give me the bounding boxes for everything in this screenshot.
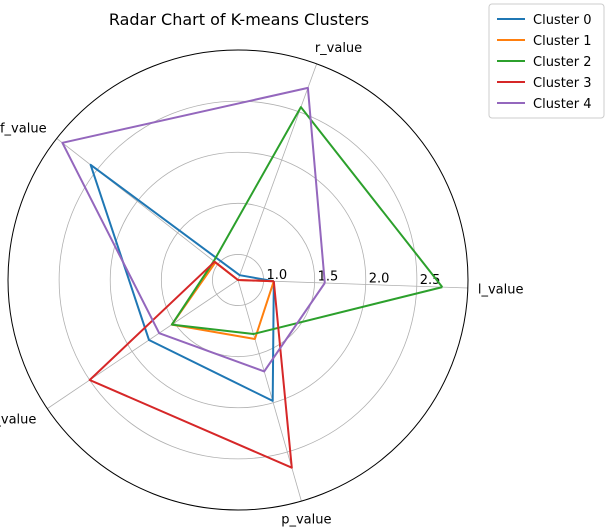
- radial-gridline: [58, 100, 418, 460]
- radial-gridline: [160, 202, 316, 358]
- outer-frame: [7, 49, 469, 511]
- axis-spoke: [237, 279, 468, 289]
- series-line-cluster-4: [61, 86, 326, 373]
- series-line-cluster-0: [89, 163, 275, 402]
- legend-label: Cluster 3: [533, 76, 592, 91]
- chart-legend: Cluster 0 Cluster 1 Cluster 2 Cluster 3 Clus…: [488, 3, 605, 119]
- axis-label: m_value: [0, 413, 36, 428]
- legend-label: Cluster 0: [533, 13, 592, 28]
- chart-title: Radar Chart of K-means Clusters: [109, 10, 369, 29]
- series-line-cluster-2: [170, 106, 444, 335]
- legend-label: Cluster 1: [533, 34, 592, 49]
- axis-spoke: [237, 63, 318, 281]
- legend-frame: [488, 3, 605, 119]
- radial-gridline: [109, 151, 367, 409]
- axis-label: l_value: [478, 283, 524, 298]
- series-line-cluster-3: [88, 260, 293, 469]
- legend-label: Cluster 2: [533, 55, 592, 70]
- axis-label: f_value: [0, 121, 47, 136]
- radial-tick-label: 1.5: [318, 270, 339, 285]
- axis-label: r_value: [315, 41, 362, 56]
- radar-plot-area: 1.01.52.02.5l_valuer_valuef_valuem_value…: [0, 41, 523, 527]
- radial-tick-label: 2.0: [369, 271, 390, 286]
- legend-label: Cluster 4: [533, 97, 592, 112]
- axis-spoke: [56, 138, 239, 281]
- axis-label: p_value: [281, 512, 331, 527]
- radial-tick-label: 1.0: [267, 268, 288, 283]
- axis-spoke: [47, 279, 239, 409]
